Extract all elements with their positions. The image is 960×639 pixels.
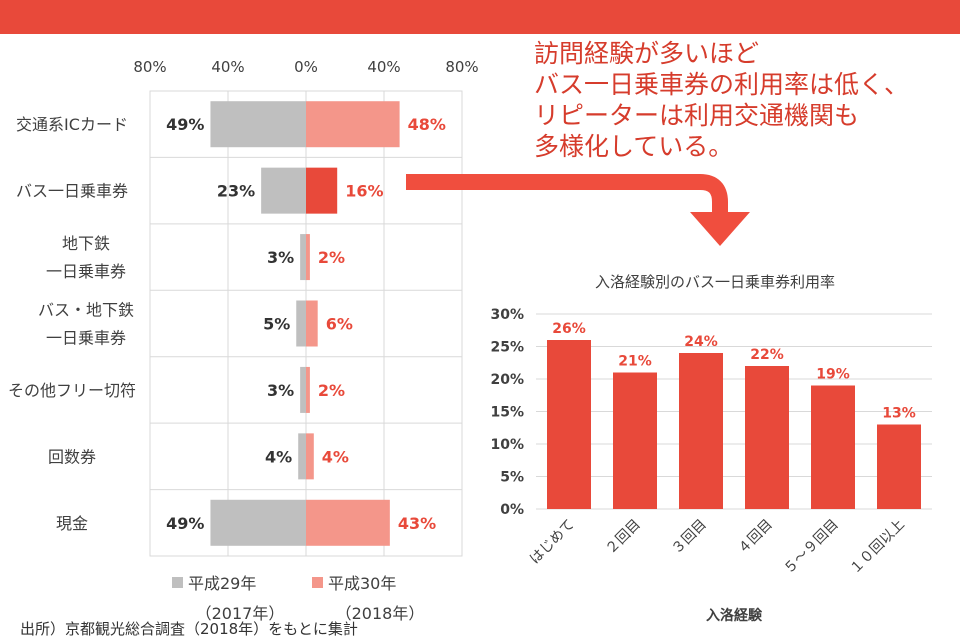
legend-label: 平成30年 — [328, 574, 396, 593]
x-tick-label: 80% — [445, 58, 478, 76]
data-label-2017: 3% — [267, 248, 294, 267]
data-label: 26% — [552, 321, 586, 337]
category-label: 一日乗車券 — [46, 329, 126, 348]
bar-2017 — [261, 167, 306, 214]
category-label: バス・地下鉄 — [38, 301, 134, 320]
y-tick-label: 5% — [500, 470, 524, 486]
category-label: 一日乗車券 — [46, 262, 126, 281]
x-tick-label: １０回以上 — [847, 517, 908, 578]
x-tick-label: はじめて — [527, 517, 578, 568]
bar — [745, 366, 789, 509]
category-label: バス一日乗車券 — [16, 182, 128, 201]
x-tick-label: 40% — [367, 58, 400, 76]
bar-2018 — [306, 234, 310, 281]
callout-text: 訪問経験が多いほど バス一日乗車券の利用率は低く、 リピーターは利用交通機関も … — [534, 38, 954, 162]
usage-rate-bar-chart: 入洛経験別のバス一日乗車券利用率 30% 25% 20% 15% 10% 5% 0% 26% はじ… — [490, 273, 932, 624]
callout-line-3: リピーターは利用交通機関も — [534, 101, 860, 130]
data-label-2018: 48% — [408, 115, 446, 134]
x-axis-label: 入洛経験 — [706, 607, 763, 624]
bar — [811, 385, 855, 509]
callout-line-2: バス一日乗車券の利用率は低く、 — [534, 70, 910, 99]
bar — [613, 372, 657, 509]
y-tick-label: 0% — [500, 502, 524, 518]
bar — [877, 424, 921, 509]
data-label-2018: 2% — [318, 248, 345, 267]
data-label: 22% — [750, 347, 784, 363]
bar-2018 — [306, 499, 390, 546]
data-label-2017: 49% — [166, 115, 204, 134]
bar-2017 — [298, 433, 306, 480]
category-label: 回数券 — [48, 447, 96, 466]
data-label-2018: 4% — [322, 447, 349, 466]
data-label-2017: 49% — [166, 514, 204, 533]
bar-2017 — [300, 234, 306, 281]
data-label-2017: 23% — [217, 182, 255, 201]
data-label-2018: 43% — [398, 514, 436, 533]
arrow-icon — [406, 174, 750, 246]
bar — [547, 340, 591, 509]
legend-swatch — [312, 577, 323, 588]
data-label: 21% — [618, 354, 652, 370]
data-label-2017: 4% — [265, 447, 292, 466]
x-tick-label: 40% — [211, 58, 244, 76]
y-tick-label: 10% — [490, 437, 524, 453]
callout-line-4: 多様化している。 — [534, 132, 734, 161]
bar-2018 — [306, 101, 400, 148]
x-tick-label: ２回目 — [603, 517, 644, 558]
x-tick-label: ５～９回目 — [781, 517, 842, 578]
bar-2018 — [306, 433, 314, 480]
data-label: 24% — [684, 334, 718, 350]
y-tick-label: 15% — [490, 405, 524, 421]
category-label: その他フリー切符 — [8, 381, 136, 400]
callout-line-1: 訪問経験が多いほど — [534, 39, 760, 68]
category-label: 現金 — [56, 514, 88, 533]
data-label-2017: 3% — [267, 381, 294, 400]
legend-swatch — [172, 577, 183, 588]
bar-2018 — [306, 300, 318, 347]
y-tick-label: 20% — [490, 372, 524, 388]
data-label-2017: 5% — [263, 315, 290, 334]
bar-2017 — [210, 101, 306, 148]
data-label-2018: 2% — [318, 381, 345, 400]
x-tick-label: ４回目 — [735, 517, 776, 558]
legend-label: 平成29年 — [188, 574, 256, 593]
category-label: 交通系ICカード — [16, 115, 128, 134]
x-tick-label: 0% — [294, 58, 318, 76]
data-label: 19% — [816, 367, 850, 383]
y-tick-label: 30% — [490, 307, 524, 323]
bar-2018 — [306, 366, 310, 413]
bar-2017 — [300, 366, 306, 413]
header-banner — [0, 0, 960, 34]
bar-2017 — [210, 499, 306, 546]
bar — [679, 353, 723, 509]
y-tick-label: 25% — [490, 340, 524, 356]
legend-sublabel: （2017年） — [196, 604, 285, 623]
chart-title: 入洛経験別のバス一日乗車券利用率 — [595, 273, 835, 291]
bar-2017 — [296, 300, 306, 347]
data-label: 13% — [882, 406, 916, 422]
diverging-bar-chart: 80% 40% 0% 40% 80% 49% 48% 交通系ICカード 23% 16% バス一日乗車… — [8, 58, 479, 623]
data-label-2018: 6% — [326, 315, 353, 334]
x-tick-label: 80% — [133, 58, 166, 76]
footnote: 出所）京都観光総合調査（2018年）をもとに集計 — [20, 620, 358, 638]
legend-sublabel: （2018年） — [336, 604, 425, 623]
data-label-2018: 16% — [345, 182, 383, 201]
x-tick-label: ３回目 — [669, 517, 710, 558]
bar-2018 — [306, 167, 338, 214]
category-label: 地下鉄 — [62, 234, 110, 253]
